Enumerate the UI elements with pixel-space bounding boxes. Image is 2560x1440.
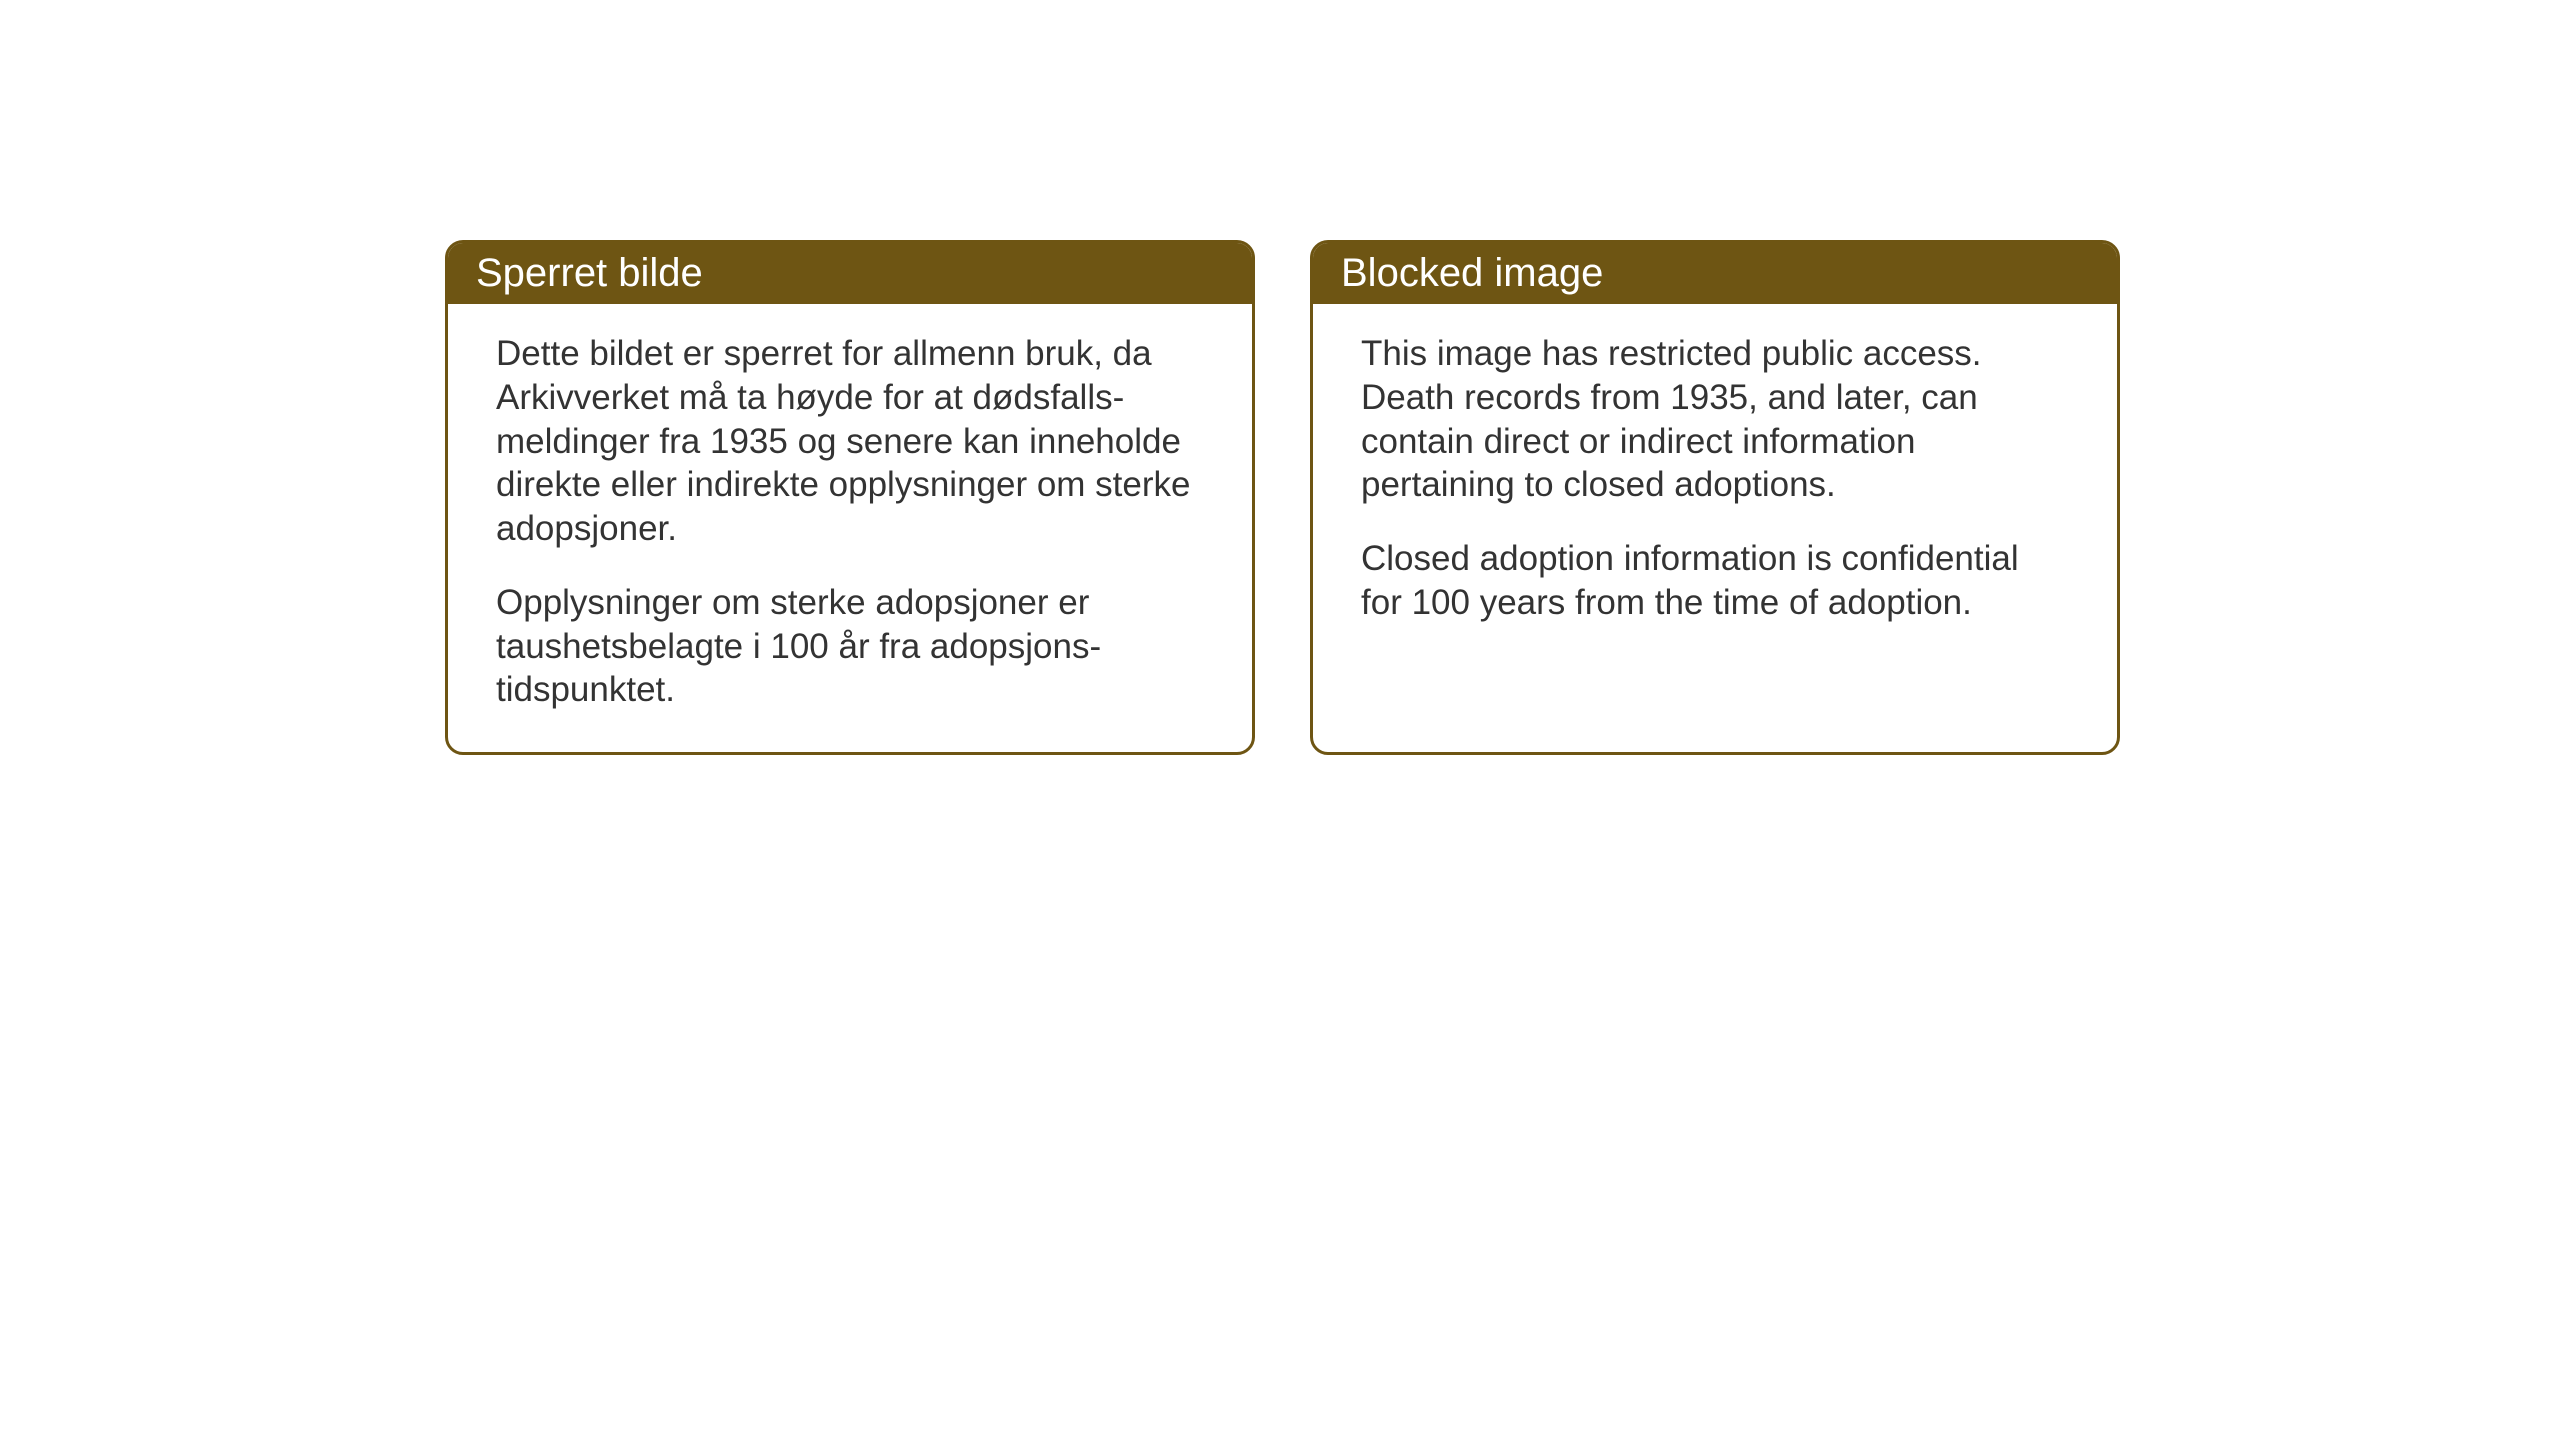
english-card: Blocked image This image has restricted …	[1310, 240, 2120, 755]
norwegian-card-body: Dette bildet er sperret for allmenn bruk…	[448, 304, 1252, 752]
english-card-title: Blocked image	[1341, 251, 1603, 295]
norwegian-paragraph-1: Dette bildet er sperret for allmenn bruk…	[496, 332, 1204, 551]
english-paragraph-1: This image has restricted public access.…	[1361, 332, 2069, 507]
english-card-header: Blocked image	[1313, 243, 2117, 304]
norwegian-card-title: Sperret bilde	[476, 251, 703, 295]
info-cards-container: Sperret bilde Dette bildet er sperret fo…	[445, 240, 2120, 755]
english-paragraph-2: Closed adoption information is confident…	[1361, 537, 2069, 625]
english-card-body: This image has restricted public access.…	[1313, 304, 2117, 749]
norwegian-paragraph-2: Opplysninger om sterke adopsjoner er tau…	[496, 581, 1204, 712]
norwegian-card-header: Sperret bilde	[448, 243, 1252, 304]
norwegian-card: Sperret bilde Dette bildet er sperret fo…	[445, 240, 1255, 755]
